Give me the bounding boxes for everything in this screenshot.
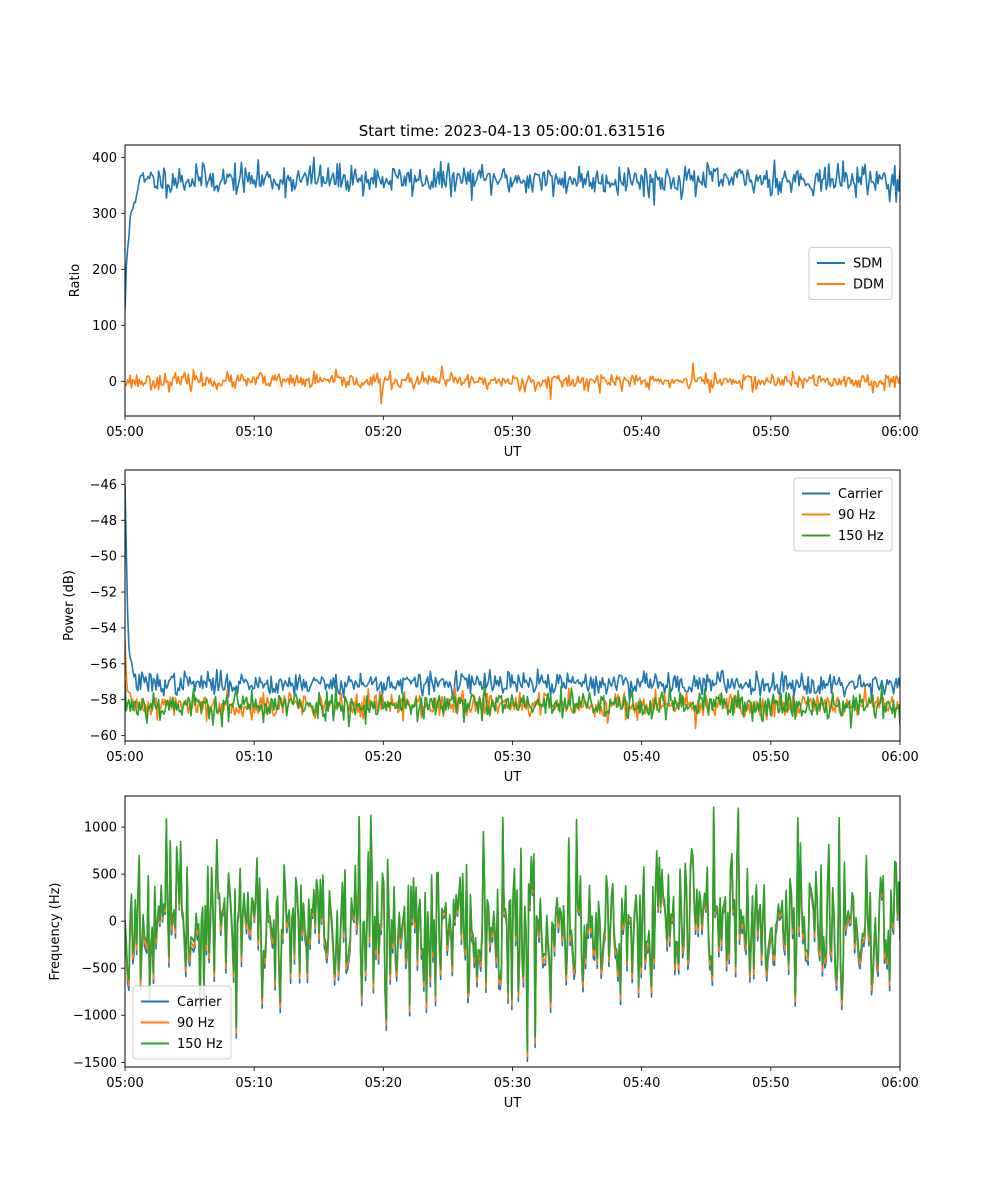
x-tick-label: 05:20: [365, 1076, 402, 1091]
legend: Carrier 90 Hz 150 Hz: [793, 477, 893, 552]
y-axis-label: Power (dB): [62, 570, 77, 641]
y-tick-label: 400: [92, 151, 117, 166]
y-tick-label: −60: [90, 729, 117, 744]
x-tick-label: 05:10: [235, 425, 272, 440]
axes-frame: [124, 144, 901, 417]
frequency-panel: 05:00 05:10 05:20 05:30 05:40 05:50 06:00 −1500…: [48, 795, 919, 1111]
legend-entry: DDM: [853, 278, 884, 293]
x-tick-label: 05:50: [752, 750, 789, 765]
legend-box: [132, 985, 232, 1060]
y-tick-label: −54: [90, 621, 117, 636]
series-line-150-hz: [125, 680, 900, 729]
series-group: [125, 485, 900, 730]
legend-entry: Carrier: [177, 995, 222, 1010]
legend: SDM DDM: [808, 247, 893, 300]
ratio-panel: 05:00 05:10 05:20 05:30 05:40 05:50 06:00 0 100 2…: [68, 144, 919, 460]
x-tick-label: 05:20: [365, 750, 402, 765]
legend-entry: SDM: [853, 257, 882, 272]
y-tick-label: −58: [90, 693, 117, 708]
power-panel: 05:00 05:10 05:20 05:30 05:40 05:50 06:00 −60 −5…: [62, 469, 919, 785]
x-tick-label: 05:30: [494, 1076, 531, 1091]
series-line-carrier: [125, 485, 900, 703]
legend-box: [793, 477, 893, 552]
y-tick-label: 200: [92, 263, 117, 278]
y-axis-label: Ratio: [68, 264, 83, 297]
y-tick-label: −52: [90, 586, 117, 601]
series-group: [125, 806, 900, 1063]
y-tick-label: −56: [90, 657, 117, 672]
x-tick-label: 05:00: [106, 425, 143, 440]
legend: Carrier 90 Hz 150 Hz: [132, 985, 232, 1060]
y-tick-label: −1500: [73, 1056, 117, 1071]
x-tick-label: 05:30: [494, 425, 531, 440]
y-tick-label: 0: [109, 375, 117, 390]
axes-frame: [124, 795, 901, 1068]
legend-entry: 90 Hz: [838, 508, 875, 523]
y-tick-label: −50: [90, 550, 117, 565]
y-tick-label: −500: [81, 962, 117, 977]
legend-entry: 90 Hz: [177, 1016, 214, 1031]
y-tick-label: 500: [92, 868, 117, 883]
y-tick-label: 1000: [84, 821, 117, 836]
y-axis-label: Frequency (Hz): [48, 882, 63, 980]
x-tick-label: 05:50: [752, 1076, 789, 1091]
x-tick-label: 05:10: [235, 750, 272, 765]
y-tick-label: 0: [109, 915, 117, 930]
x-tick-label: 05:20: [365, 425, 402, 440]
y-tick-label: −48: [90, 514, 117, 529]
series-line-150-hz: [125, 806, 900, 1052]
axes-frame: [124, 469, 901, 742]
x-tick-label: 05:40: [623, 425, 660, 440]
x-tick-label: 05:50: [752, 425, 789, 440]
x-tick-label: 06:00: [881, 1076, 918, 1091]
y-tick-label: −1000: [73, 1009, 117, 1024]
legend-box: [808, 247, 893, 300]
series-line-ddm: [125, 362, 900, 405]
x-axis-label: UT: [504, 770, 522, 785]
legend-entry: Carrier: [838, 487, 883, 502]
x-axis-label: UT: [504, 445, 522, 460]
x-tick-label: 05:40: [623, 750, 660, 765]
series-line-sdm: [125, 156, 900, 311]
x-axis-label: UT: [504, 1096, 522, 1111]
x-tick-label: 05:10: [235, 1076, 272, 1091]
x-tick-label: 05:00: [106, 1076, 143, 1091]
x-tick-label: 06:00: [881, 750, 918, 765]
y-tick-label: −46: [90, 478, 117, 493]
y-tick-label: 300: [92, 207, 117, 222]
x-tick-label: 05:40: [623, 1076, 660, 1091]
y-tick-label: 100: [92, 319, 117, 334]
legend-entry: 150 Hz: [177, 1037, 223, 1052]
x-tick-label: 06:00: [881, 425, 918, 440]
legend-entry: 150 Hz: [838, 529, 884, 544]
x-tick-label: 05:00: [106, 750, 143, 765]
x-tick-label: 05:30: [494, 750, 531, 765]
series-group: [125, 156, 900, 405]
figure-title: Start time: 2023-04-13 05:00:01.631516: [359, 122, 665, 140]
